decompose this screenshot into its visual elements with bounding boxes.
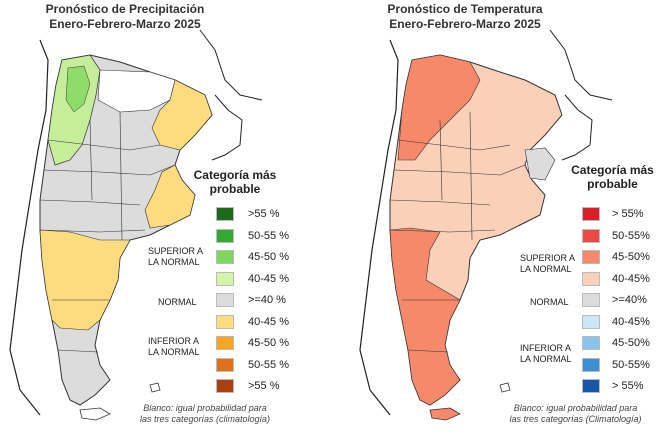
legend-swatch bbox=[582, 314, 600, 329]
superior-line2: LA NORMAL bbox=[520, 264, 572, 274]
legend-swatch bbox=[216, 314, 234, 329]
legend-swatch bbox=[582, 379, 600, 393]
neighbor-border-north bbox=[549, 29, 613, 101]
province-lines bbox=[389, 111, 526, 353]
province-lines bbox=[39, 111, 176, 353]
superior-line1: SUPERIOR A bbox=[148, 246, 204, 256]
legend-swatch bbox=[216, 357, 234, 372]
legend-label: 45-50% bbox=[612, 251, 650, 263]
legend-label: 50-55% bbox=[612, 229, 650, 242]
legend-label: 40-45% bbox=[612, 272, 650, 285]
legend-title-line2: probable bbox=[587, 177, 638, 191]
buenos-aires-region bbox=[144, 164, 196, 229]
legend-label: >=40% bbox=[612, 294, 647, 306]
normal-area bbox=[524, 147, 556, 181]
legend-label: 45-50 % bbox=[248, 337, 289, 349]
neighbor-border bbox=[561, 94, 593, 161]
precipitation-map bbox=[9, 29, 263, 421]
temperature-footnote: Blanco: igual probabilidad para las tres… bbox=[498, 403, 653, 425]
legend-swatch bbox=[582, 250, 600, 264]
northeast-white bbox=[97, 69, 176, 113]
precipitation-title-line1: Pronóstico de Precipitación bbox=[45, 2, 205, 16]
footnote-line2: las tres categorías (Climatología) bbox=[509, 414, 642, 424]
neighbor-border bbox=[211, 94, 243, 161]
precipitation-legend-title: Categoría más probable bbox=[190, 168, 280, 196]
legend-label: 40-45 % bbox=[248, 315, 289, 328]
inferior-line1: INFERIOR A bbox=[148, 336, 200, 346]
temperature-title-line2: Enero-Febrero-Marzo 2025 bbox=[389, 17, 541, 31]
superior-line2: LA NORMAL bbox=[148, 257, 200, 267]
legend-label: 50-55 % bbox=[248, 358, 289, 371]
legend-label: 40-45% bbox=[612, 315, 650, 328]
legend-label: 50-55 % bbox=[248, 229, 289, 242]
legend-swatch bbox=[216, 228, 234, 243]
legend-swatch bbox=[582, 336, 600, 350]
temp-superior-label: SUPERIOR A LA NORMAL bbox=[520, 253, 575, 275]
temperature-title: Pronóstico de Temperatura Enero-Febrero-… bbox=[340, 2, 590, 32]
inferior-line2: LA NORMAL bbox=[148, 347, 200, 357]
precip-inferior-label: INFERIOR A LA NORMAL bbox=[148, 336, 200, 358]
temp-inferior-label: INFERIOR A LA NORMAL bbox=[520, 343, 572, 365]
precipitation-title: Pronóstico de Precipitación Enero-Febrer… bbox=[0, 2, 250, 32]
legend-swatch bbox=[216, 271, 234, 286]
legend-label: >55 % bbox=[248, 380, 280, 392]
malvinas-island bbox=[149, 382, 161, 393]
legend-label: > 55% bbox=[612, 380, 644, 392]
legend-label: >=40 % bbox=[248, 294, 286, 306]
patagonia-region bbox=[389, 227, 461, 406]
legend-swatch bbox=[216, 293, 234, 307]
footnote-line1: Blanco: igual probabilidad para bbox=[513, 403, 638, 413]
temperature-map bbox=[359, 29, 613, 421]
legend-swatch bbox=[216, 379, 234, 393]
legend-swatch bbox=[216, 336, 234, 350]
footnote-line1: Blanco: igual probabilidad para bbox=[143, 403, 267, 413]
temperature-title-line1: Pronóstico de Temperatura bbox=[387, 2, 543, 16]
precipitation-title-line2: Enero-Febrero-Marzo 2025 bbox=[49, 17, 201, 31]
legend-title-line1: Categoría más bbox=[571, 163, 654, 177]
patagonia-north-region bbox=[39, 229, 131, 331]
footnote-line2: las tres categorías (climatología) bbox=[139, 414, 271, 424]
legend-swatch bbox=[582, 293, 600, 307]
tierra-del-fuego bbox=[429, 407, 461, 421]
mesopotamia-region bbox=[151, 79, 213, 151]
temperature-panel: Pronóstico de Temperatura Enero-Febrero-… bbox=[330, 0, 660, 440]
legend-swatch bbox=[582, 228, 600, 243]
legend-label: > 55% bbox=[612, 208, 644, 220]
malvinas-island bbox=[499, 382, 511, 393]
inferior-line1: INFERIOR A bbox=[520, 343, 572, 353]
legend-swatch bbox=[582, 357, 600, 372]
legend-swatch bbox=[216, 207, 234, 221]
chile-coastline bbox=[359, 39, 399, 416]
precip-normal-label: NORMAL bbox=[158, 297, 197, 307]
superior-line1: SUPERIOR A bbox=[520, 253, 576, 263]
legend-label: 50-55% bbox=[612, 358, 650, 371]
legend-label: >55 % bbox=[248, 208, 280, 220]
tierra-del-fuego bbox=[79, 407, 111, 421]
chile-coastline bbox=[9, 39, 49, 416]
legend-label: 40-45 % bbox=[248, 272, 289, 285]
precipitation-footnote: Blanco: igual probabilidad para las tres… bbox=[130, 403, 280, 425]
legend-label: 45-50% bbox=[612, 337, 650, 349]
legend-title-line1: Categoría más bbox=[193, 168, 277, 182]
legend-swatch bbox=[582, 271, 600, 286]
temp-normal-label: NORMAL bbox=[530, 297, 569, 307]
precip-superior-label: SUPERIOR A LA NORMAL bbox=[148, 246, 203, 268]
legend-swatch bbox=[216, 250, 234, 264]
neighbor-border-north bbox=[199, 29, 263, 101]
legend-title-line2: probable bbox=[209, 182, 261, 196]
legend-label: 45-50 % bbox=[248, 251, 289, 263]
inferior-line2: LA NORMAL bbox=[520, 354, 572, 364]
northwest-core bbox=[65, 65, 91, 113]
legend-swatch bbox=[582, 207, 600, 221]
temperature-legend-title: Categoría más probable bbox=[565, 163, 660, 191]
precipitation-panel: Pronóstico de Precipitación Enero-Febrer… bbox=[0, 2, 289, 425]
